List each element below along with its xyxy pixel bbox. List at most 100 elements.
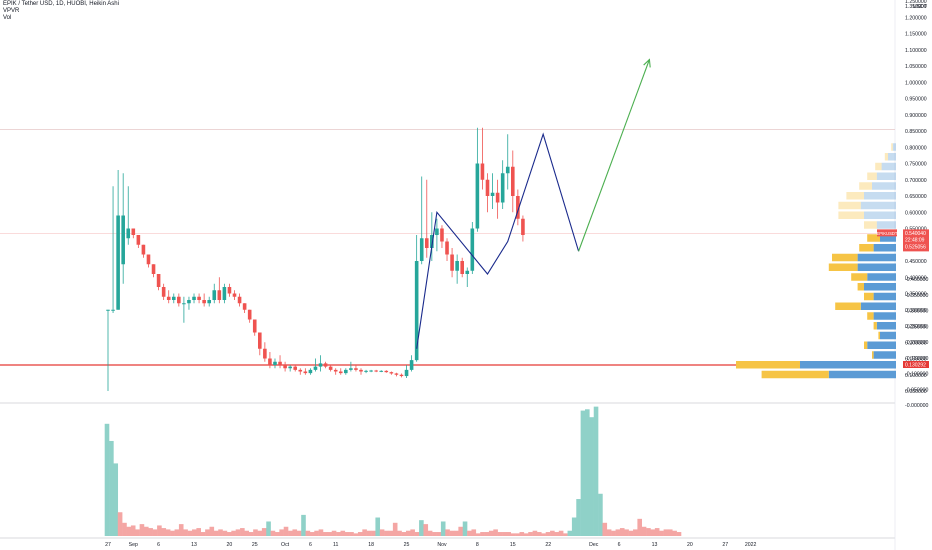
- time-tick-label: 6: [157, 542, 160, 548]
- last-price-label: 0.540040: [905, 231, 926, 237]
- volume-bar: [462, 521, 468, 536]
- candle-body: [182, 303, 186, 305]
- candle-body: [333, 369, 338, 372]
- candle-body: [505, 166, 510, 174]
- volume-bar: [183, 529, 188, 536]
- volume-bar: [641, 526, 647, 536]
- indicator-vol-label[interactable]: Vol: [3, 15, 12, 21]
- volume-profile-down-bar: [864, 221, 877, 229]
- volume-bar: [619, 528, 625, 536]
- volume-profile-up-bar: [876, 172, 896, 180]
- symbol-title: EPIK / Tether USD, 1D, HUOBI, Heikin Ash…: [3, 1, 119, 7]
- volume-profile-down-bar: [864, 341, 868, 349]
- volume-profile-up-bar: [888, 153, 896, 161]
- price-tick-label: 0.250000: [905, 324, 927, 330]
- volume-bar: [261, 528, 267, 536]
- time-tick-label: Oct: [281, 542, 290, 548]
- volume-bar: [213, 530, 219, 536]
- time-tick-label: 22: [545, 542, 551, 548]
- indicator-vpvr-label[interactable]: VPVR: [3, 8, 20, 14]
- volume-profile-up-bar: [873, 312, 896, 320]
- time-tick-label: Sep: [129, 542, 138, 548]
- volume-profile-up-bar: [880, 331, 896, 340]
- candle-body: [273, 361, 277, 365]
- candle-body: [495, 192, 500, 203]
- volume-bar: [379, 529, 385, 536]
- ticker-badge: [877, 229, 897, 237]
- volume-profile-up-bar: [860, 201, 896, 210]
- volume-bar: [336, 532, 341, 536]
- candle-body: [445, 241, 449, 255]
- last-price-badge: [903, 229, 929, 252]
- volume-bar: [484, 532, 490, 536]
- volume-bar: [126, 526, 132, 536]
- volume-bar: [244, 530, 250, 536]
- volume-profile-down-bar: [857, 283, 864, 291]
- candle-body: [111, 309, 115, 311]
- volume-profile-up-bar: [876, 221, 896, 229]
- volume-bar: [488, 530, 494, 536]
- volume-bar: [523, 533, 529, 536]
- volume-profile-down-bar: [838, 201, 861, 210]
- volume-bar: [606, 529, 612, 536]
- candle-body: [424, 238, 429, 248]
- volume-bar: [432, 532, 437, 536]
- countdown-label: 22:48:09: [905, 237, 925, 243]
- price-tick-label: 0.200000: [905, 340, 927, 346]
- volume-bar: [270, 530, 276, 536]
- volume-bar: [427, 530, 433, 536]
- candle-body: [227, 287, 232, 294]
- candle-body: [192, 296, 196, 300]
- candle-body: [440, 228, 444, 242]
- candle-body: [313, 366, 318, 370]
- grid-lines: [0, 0, 896, 550]
- price-tick-label: 1.150000: [905, 32, 927, 38]
- time-tick-label: 13: [191, 542, 197, 548]
- volume-bar: [410, 529, 415, 536]
- candle-body: [521, 218, 525, 235]
- volume-bar: [628, 530, 634, 536]
- volume-bar: [646, 528, 651, 536]
- time-tick-label: Nov: [437, 542, 447, 548]
- time-tick-label: 27: [722, 542, 728, 548]
- volume-bar: [388, 530, 394, 536]
- volume-bar: [143, 526, 149, 536]
- volume-bar: [637, 518, 643, 536]
- price-tick-label: 0.150000: [905, 357, 927, 363]
- volume-bar: [545, 532, 551, 536]
- volume-profile-up-bar: [864, 283, 896, 291]
- candle-body: [177, 296, 181, 304]
- time-tick-label: 11: [333, 542, 338, 548]
- volume-bar: [296, 530, 302, 536]
- volume-bar: [475, 533, 481, 536]
- volume-profile-down-bar: [867, 234, 880, 242]
- volume-profile-up-bar: [857, 263, 896, 271]
- candle-body: [263, 348, 267, 359]
- candle-body: [131, 228, 136, 235]
- volume-profile-up-bar: [873, 292, 896, 301]
- candle-body: [308, 369, 313, 374]
- volume-profile-up-bar: [828, 370, 896, 379]
- volume-bar: [344, 532, 350, 536]
- volume-profile-down-bar: [872, 351, 874, 359]
- candle-body: [354, 368, 358, 370]
- candle-body: [414, 261, 419, 361]
- volume-bar: [528, 532, 533, 536]
- volume-profile-up-bar: [881, 162, 896, 171]
- volume-bar: [676, 532, 682, 536]
- volume-bar: [148, 528, 153, 536]
- volume-profile-up-bar: [867, 273, 896, 281]
- volume-profile-down-bar: [761, 370, 829, 379]
- candle-body: [156, 274, 161, 287]
- volume-profile-up-bar: [880, 234, 896, 242]
- volume-bar: [340, 530, 346, 536]
- volume-bar: [515, 533, 520, 536]
- candle-body: [242, 303, 247, 310]
- price-tick-label: 1.100000: [905, 48, 927, 54]
- support-price-label: 0.130292: [905, 363, 926, 369]
- volume-profile-up-bar: [864, 192, 896, 200]
- candle-body: [298, 369, 303, 372]
- volume-tick-label: -0.300000: [905, 309, 928, 315]
